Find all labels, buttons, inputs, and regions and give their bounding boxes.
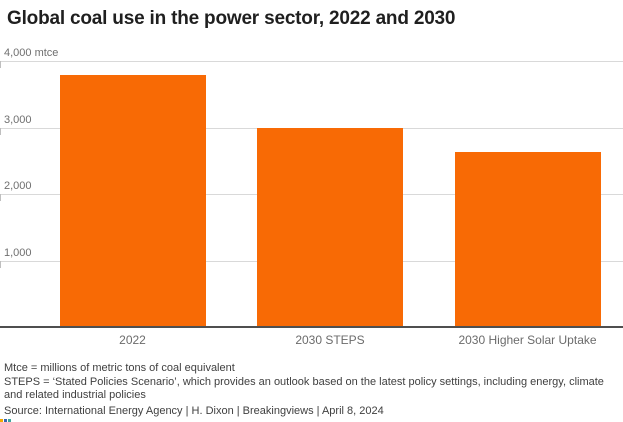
y-tick-label: 3,000: [4, 113, 32, 126]
bar: [257, 127, 403, 327]
bar: [59, 74, 206, 327]
corner-logo-pixel: [0, 419, 3, 422]
note-steps: STEPS = ‘Stated Policies Scenario’, whic…: [4, 376, 604, 401]
footnotes: Mtce = millions of metric tons of coal e…: [4, 362, 618, 419]
chart-title: Global coal use in the power sector, 202…: [7, 8, 456, 29]
corner-logo-pixel: [4, 419, 7, 422]
bar: [454, 152, 601, 327]
x-axis-line: [0, 326, 623, 328]
y-tick-label: 2,000: [4, 180, 32, 192]
grid-line: [0, 61, 623, 62]
x-tick-label: 2022: [119, 333, 146, 347]
y-axis-tick: [0, 61, 1, 68]
y-tick-label: 1,000: [4, 246, 32, 259]
y-axis-tick: [0, 127, 1, 135]
source-line: Source: International Energy Agency | H.…: [4, 405, 384, 417]
y-tick-label: 4,000 mtce: [4, 47, 59, 59]
y-axis-tick: [0, 194, 1, 201]
note-mtce: Mtce = millions of metric tons of coal e…: [4, 362, 235, 374]
x-tick-label: 2030 STEPS: [295, 333, 365, 347]
x-tick-label: 2030 Higher Solar Uptake: [458, 333, 597, 347]
y-axis-tick: [0, 260, 1, 268]
corner-logo-pixel: [8, 419, 11, 422]
